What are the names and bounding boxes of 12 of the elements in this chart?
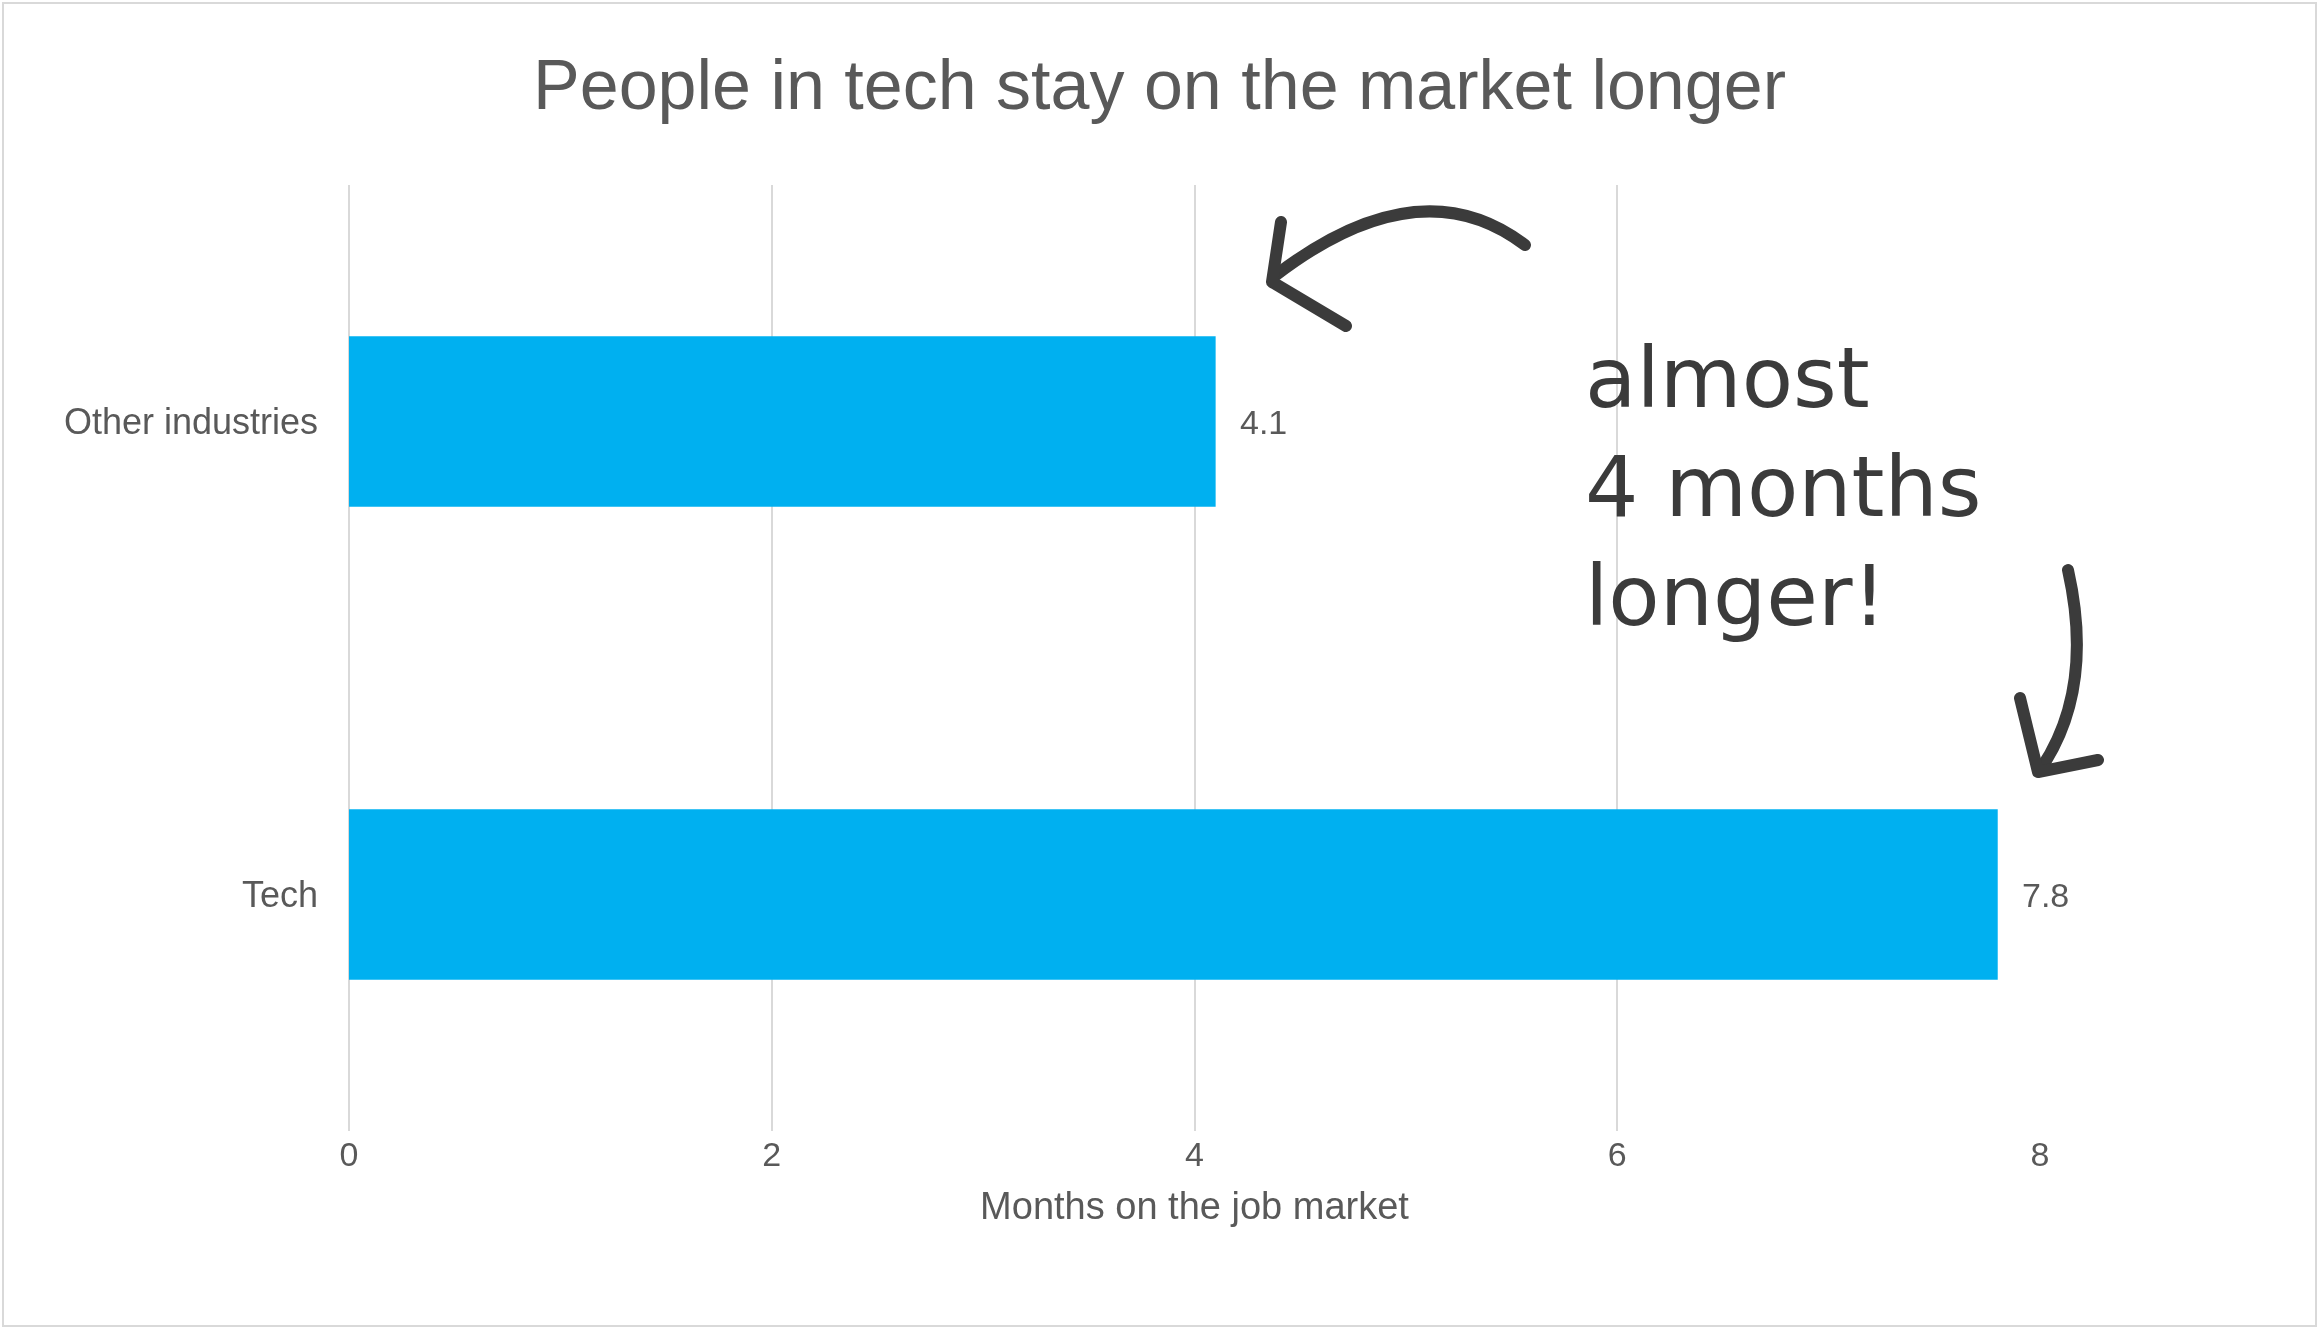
x-tick-label: 8 <box>2030 1135 2050 1173</box>
x-tick-label: 0 <box>339 1135 359 1173</box>
x-axis-title: Months on the job market <box>980 1185 1410 1228</box>
x-tick-label: 6 <box>1607 1135 1627 1173</box>
chart-title: People in tech stay on the market longer <box>533 45 1786 124</box>
y-tick-label: Other industries <box>63 401 318 443</box>
x-tick-label: 2 <box>762 1135 782 1173</box>
annotation: almost 4 months longer! <box>1585 329 1982 646</box>
x-tick-label: 4 <box>1185 1135 1204 1173</box>
data-label: 4.1 <box>1240 403 1288 441</box>
y-tick-label: Tech <box>241 874 318 916</box>
data-label: 7.8 <box>2022 876 2070 914</box>
